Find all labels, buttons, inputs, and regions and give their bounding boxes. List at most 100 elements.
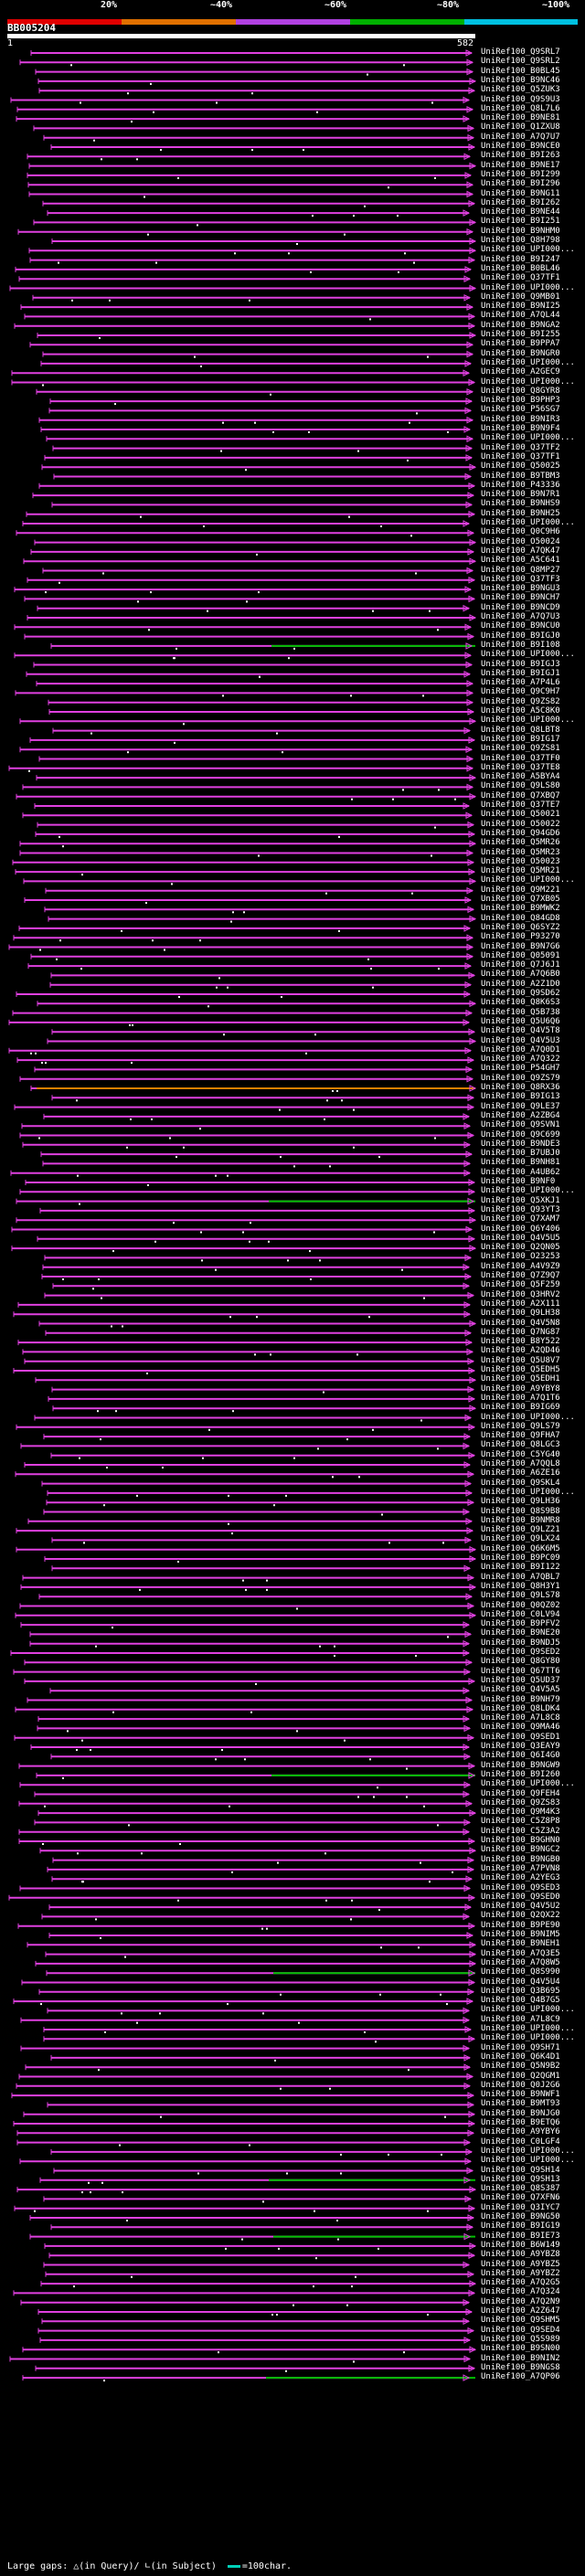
- hit-label[interactable]: UniRef100_B9NGR0: [481, 348, 560, 358]
- hit-label[interactable]: UniRef100_Q8LDK4: [481, 1703, 560, 1713]
- hit-label[interactable]: UniRef100_Q5MR21: [481, 866, 560, 876]
- hit-label[interactable]: UniRef100_B9NDJ5: [481, 1638, 560, 1648]
- hit-label[interactable]: UniRef100_Q4V5U2: [481, 1902, 560, 1912]
- hit-label[interactable]: UniRef100_Q8LGC3: [481, 1440, 560, 1450]
- hit-label[interactable]: UniRef100_B9NHS9: [481, 499, 560, 509]
- hit-label[interactable]: UniRef100_A6ZE16: [481, 1468, 560, 1479]
- hit-label[interactable]: UniRef100_Q2QN05: [481, 1243, 560, 1253]
- hit-label[interactable]: UniRef100_Q50025: [481, 461, 560, 472]
- hit-label[interactable]: UniRef100_Q5B738: [481, 1007, 560, 1017]
- hit-label[interactable]: UniRef100_UPI000...: [481, 1186, 575, 1196]
- hit-label[interactable]: UniRef100_UPI000...: [481, 433, 575, 443]
- hit-label[interactable]: UniRef100_B9I255: [481, 330, 560, 339]
- hit-label[interactable]: UniRef100_B9PHP3: [481, 396, 560, 406]
- hit-label[interactable]: UniRef100_Q8S9B8: [481, 1506, 560, 1516]
- hit-label[interactable]: UniRef100_B9NGC2: [481, 1845, 560, 1855]
- hit-label[interactable]: UniRef100_P54GH7: [481, 1064, 560, 1074]
- hit-label[interactable]: UniRef100_Q3HRV2: [481, 1289, 560, 1299]
- hit-label[interactable]: UniRef100_C5Z8P8: [481, 1817, 560, 1827]
- hit-label[interactable]: UniRef100_Q7XAM7: [481, 1214, 560, 1224]
- hit-label[interactable]: UniRef100_Q6Y406: [481, 1224, 560, 1234]
- hit-label[interactable]: UniRef100_B9NF0: [481, 1177, 556, 1186]
- hit-label[interactable]: UniRef100_B9PE90: [481, 1920, 560, 1930]
- hit-label[interactable]: UniRef100_B9NGU3: [481, 584, 560, 594]
- hit-label[interactable]: UniRef100_B9NDE3: [481, 1139, 560, 1149]
- hit-label[interactable]: UniRef100_Q6I4G0: [481, 1751, 560, 1761]
- hit-label[interactable]: UniRef100_B9SN00: [481, 2344, 560, 2354]
- hit-label[interactable]: UniRef100_Q9M4K3: [481, 1807, 560, 1818]
- hit-label[interactable]: UniRef100_Q9SKL4: [481, 1478, 560, 1488]
- hit-label[interactable]: UniRef100_Q5F259: [481, 1280, 560, 1290]
- hit-label[interactable]: UniRef100_Q9ZS83: [481, 1797, 560, 1807]
- hit-label[interactable]: UniRef100_Q7NG87: [481, 1327, 560, 1337]
- hit-label[interactable]: UniRef100_B9IG19: [481, 2221, 560, 2231]
- hit-label[interactable]: UniRef100_B9NE44: [481, 207, 560, 217]
- hit-label[interactable]: UniRef100_A7Q7U3: [481, 612, 560, 621]
- hit-label[interactable]: UniRef100_Q3B695: [481, 1986, 560, 1996]
- hit-label[interactable]: UniRef100_A7Q0D1: [481, 1044, 560, 1055]
- hit-label[interactable]: UniRef100_B9NMR8: [481, 1515, 560, 1525]
- hit-label[interactable]: UniRef100_Q9SED2: [481, 1648, 560, 1657]
- hit-label[interactable]: UniRef100_Q37TF3: [481, 574, 560, 584]
- hit-label[interactable]: UniRef100_A7Q8W5: [481, 1957, 560, 1967]
- hit-label[interactable]: UniRef100_A5C641: [481, 556, 560, 566]
- hit-label[interactable]: UniRef100_Q0J2G6: [481, 2080, 560, 2090]
- hit-label[interactable]: UniRef100_O50024: [481, 536, 560, 546]
- hit-label[interactable]: UniRef100_B9ETQ6: [481, 2118, 560, 2127]
- hit-label[interactable]: UniRef100_Q4V5N8: [481, 1318, 560, 1328]
- hit-label[interactable]: UniRef100_Q37TF1: [481, 451, 560, 461]
- hit-label[interactable]: UniRef100_B9NCE0: [481, 142, 560, 151]
- hit-label[interactable]: UniRef100_Q9ZS82: [481, 696, 560, 706]
- hit-label[interactable]: UniRef100_Q8GYR8: [481, 386, 560, 396]
- hit-label[interactable]: UniRef100_B9NIN2: [481, 2353, 560, 2363]
- hit-label[interactable]: UniRef100_B8Y522: [481, 1337, 560, 1347]
- hit-label[interactable]: UniRef100_P93270: [481, 932, 560, 942]
- hit-label[interactable]: UniRef100_UPI000...: [481, 1779, 575, 1789]
- hit-label[interactable]: UniRef100_Q37TE8: [481, 762, 560, 772]
- hit-label[interactable]: UniRef100_A2GEC9: [481, 367, 560, 377]
- hit-label[interactable]: UniRef100_B9NH81: [481, 1158, 560, 1168]
- hit-label[interactable]: UniRef100_Q5MR26: [481, 838, 560, 848]
- hit-label[interactable]: UniRef100_Q9MB01: [481, 292, 560, 302]
- hit-label[interactable]: UniRef100_Q9SED0: [481, 1892, 560, 1902]
- hit-label[interactable]: UniRef100_Q9LH38: [481, 1309, 560, 1319]
- hit-label[interactable]: UniRef100_A7P4L6: [481, 678, 560, 688]
- hit-label[interactable]: UniRef100_A7Q1T6: [481, 1393, 560, 1403]
- hit-label[interactable]: UniRef100_B9I299: [481, 169, 560, 179]
- hit-label[interactable]: UniRef100_C0LGF4: [481, 2136, 560, 2147]
- hit-label[interactable]: UniRef100_A9YBZ5: [481, 2259, 560, 2269]
- hit-label[interactable]: UniRef100_Q9SED1: [481, 1732, 560, 1742]
- hit-label[interactable]: UniRef100_Q6K6M5: [481, 1543, 560, 1553]
- hit-label[interactable]: UniRef100_B9N7R1: [481, 490, 560, 500]
- hit-label[interactable]: UniRef100_A7L8C8: [481, 1713, 560, 1723]
- hit-label[interactable]: UniRef100_B9PPA7: [481, 339, 560, 349]
- hit-label[interactable]: UniRef100_Q37TF2: [481, 442, 560, 452]
- hit-label[interactable]: UniRef100_Q9LS79: [481, 1421, 560, 1431]
- hit-label[interactable]: UniRef100_Q37TE7: [481, 800, 560, 810]
- hit-label[interactable]: UniRef100_Q9FHA7: [481, 1431, 560, 1441]
- hit-label[interactable]: UniRef100_A9YBZ8: [481, 2250, 560, 2260]
- hit-label[interactable]: UniRef100_Q7Z9Q7: [481, 1271, 560, 1280]
- hit-label[interactable]: UniRef100_B0BL46: [481, 263, 560, 273]
- hit-label[interactable]: UniRef100_UPI000...: [481, 518, 575, 527]
- hit-label[interactable]: UniRef100_A7QBL7: [481, 1572, 560, 1582]
- hit-label[interactable]: UniRef100_Q4V5U3: [481, 1035, 560, 1045]
- hit-label[interactable]: UniRef100_A7Q2N9: [481, 2296, 560, 2306]
- hit-label[interactable]: UniRef100_A7QP06: [481, 2372, 560, 2382]
- hit-label[interactable]: UniRef100_B9IG69: [481, 1403, 560, 1413]
- hit-label[interactable]: UniRef100_B9PC09: [481, 1553, 560, 1563]
- hit-label[interactable]: UniRef100_Q9SED3: [481, 1882, 560, 1892]
- hit-label[interactable]: UniRef100_B9IGJ3: [481, 659, 560, 669]
- hit-label[interactable]: UniRef100_B9NCH7: [481, 593, 560, 603]
- hit-label[interactable]: UniRef100_A9YBZ2: [481, 2268, 560, 2278]
- hit-label[interactable]: UniRef100_A5C8K0: [481, 706, 560, 716]
- hit-label[interactable]: UniRef100_Q84GD8: [481, 913, 560, 923]
- hit-label[interactable]: UniRef100_Q1ZXU8: [481, 122, 560, 133]
- hit-label[interactable]: UniRef100_Q05091: [481, 950, 560, 960]
- hit-label[interactable]: UniRef100_B9NE81: [481, 113, 560, 123]
- hit-label[interactable]: UniRef100_UPI000...: [481, 245, 575, 255]
- hit-label[interactable]: UniRef100_A7Q6B0: [481, 970, 560, 980]
- hit-label[interactable]: UniRef100_B9GHN0: [481, 1836, 560, 1845]
- hit-label[interactable]: UniRef100_B9I247: [481, 254, 560, 264]
- hit-label[interactable]: UniRef100_B9I122: [481, 1563, 560, 1573]
